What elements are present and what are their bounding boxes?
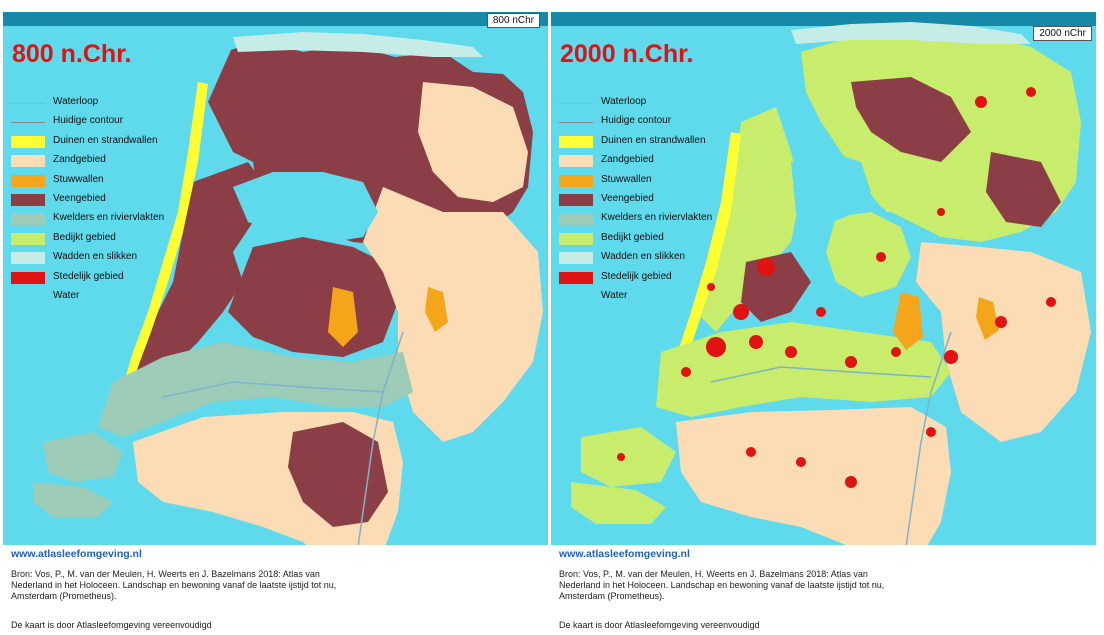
wadden-1 [233,32,483,57]
simplification-note: De kaart is door Atlasleefomgeving veree… [559,620,760,630]
legend-swatch [559,155,593,168]
river-line [352,331,404,583]
legend-swatch [11,103,45,104]
land-south-zand [676,407,951,572]
source-website-link[interactable]: www.atlasleefomgeving.nl [559,548,690,560]
panel-divider [548,0,551,635]
legend-label: Wadden en slikken [53,251,138,263]
river-line-2 [162,381,384,398]
legend-swatch [11,290,45,303]
map-title: 800 n.Chr. [12,40,132,68]
land-veen-ne [851,77,971,162]
legend-label: Veengebied [53,192,106,204]
source-citation: Bron: Vos, P., M. van der Meulen, H. Wee… [559,569,885,601]
legend-label: Stuwwallen [601,173,652,185]
legend-swatch [559,290,593,303]
header-bar [3,12,548,26]
legend-label: Veengebied [601,192,654,204]
legend-label: Wadden en slikken [601,251,686,263]
legend-label: Duinen en strandwallen [601,134,706,146]
map-panel-2000: 2000 nChr [551,12,1096,635]
land-veen-e [986,152,1061,227]
legend-swatch [11,252,45,265]
source-website-link[interactable]: www.atlasleefomgeving.nl [11,548,142,560]
source-citation: Bron: Vos, P., M. van der Meulen, H. Wee… [11,569,337,601]
land-veen-w [741,252,811,322]
legend-label: Water [601,289,628,301]
netherlands-map-800 [33,32,543,632]
simplification-note: De kaart is door Atlasleefomgeving veree… [11,620,212,630]
legend-swatch [11,271,45,284]
map-panel-800: 800 nChr 800 n.Chr. Wa [3,12,548,635]
land-noordoostpolder [871,172,921,212]
land-duinen [676,132,741,362]
land-stuwwallen-2 [976,297,999,340]
period-tag: 800 nChr [486,13,540,28]
header-bar [551,12,1096,26]
land-stuwwallen [893,292,923,350]
legend-swatch [11,193,45,206]
period-tag: 2000 nChr [1033,26,1092,41]
land-duinen [121,82,208,397]
legend-label: Waterloop [53,96,99,107]
map-footer: www.atlasleefomgeving.nl Bron: Vos, P., … [3,545,548,635]
land-rivieren [656,322,951,417]
land-flevoland [826,212,911,297]
legend-swatch [11,122,45,124]
river-line-2 [710,366,932,383]
legend-label: Duinen en strandwallen [53,134,158,146]
legend-label: Stedelijk gebied [53,270,124,282]
land-zeeland [43,432,123,482]
legend-label: Kwelders en riviervlakten [53,212,165,224]
legend-swatch [559,232,593,245]
legend-label: Stuwwallen [53,173,104,185]
land-west-veen [128,162,263,412]
land-stuwwallen-2 [425,287,448,332]
legend-label: Waterloop [601,96,647,107]
wadden-1 [791,22,1031,44]
land-rivier [98,342,413,437]
legend-swatch [11,135,45,148]
legend-swatch [559,213,593,226]
legend-label: Huidige contour [601,115,672,127]
land-nh [701,107,801,332]
inland-water [791,152,871,227]
legend-swatch [11,174,45,187]
legend-label: Water [53,289,80,301]
map-footer: www.atlasleefomgeving.nl Bron: Vos, P., … [551,545,1096,635]
legend-swatch [559,252,593,265]
legend-swatch [11,155,45,168]
legend-label: Bedijkt gebied [53,231,116,243]
legend-label: Zandgebied [53,154,106,166]
land-zeeland-2 [33,482,113,517]
land-south-veen [288,422,388,527]
legend-swatch [559,193,593,206]
legend-swatch [559,135,593,148]
legend-label: Stedelijk gebied [601,270,672,282]
legend-swatch [559,271,593,284]
legend-swatch [559,122,593,124]
legend-label: Huidige contour [53,115,124,127]
legend-swatch [11,232,45,245]
legend-swatch [559,174,593,187]
legend-label: Zandgebied [601,154,654,166]
land-east-zand [916,242,1091,442]
legend-label: Kwelders en riviervlakten [601,212,713,224]
inland-water [233,172,378,242]
land-zeeland-2 [571,482,666,524]
river-line [900,331,952,583]
map-title: 2000 n.Chr. [560,40,694,68]
land-ne-zand [418,82,528,202]
land-stuwwallen [328,287,358,347]
land-zeeland [581,427,676,487]
legend-swatch [11,213,45,226]
legend-swatch [559,103,593,104]
legend-label: Bedijkt gebied [601,231,664,243]
